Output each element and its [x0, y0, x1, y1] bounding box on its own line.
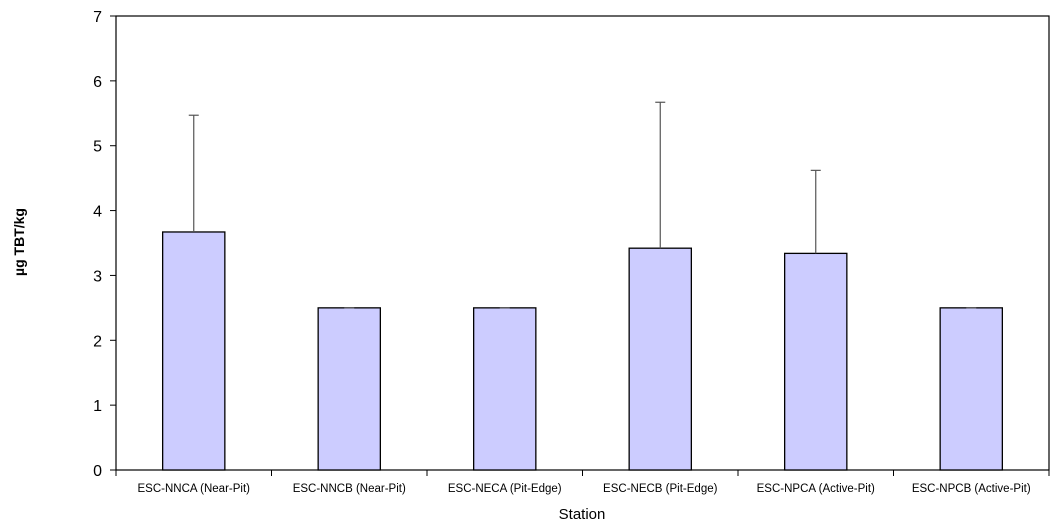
x-tick-label: ESC-NPCA (Active-Pit)	[757, 483, 875, 495]
y-tick-label: 7	[93, 9, 102, 26]
bar	[161, 231, 226, 471]
bar	[628, 247, 693, 471]
bar	[317, 307, 381, 471]
x-tick-label: ESC-NECB (Pit-Edge)	[603, 483, 718, 495]
y-tick-label: 0	[93, 463, 102, 480]
y-axis-title: µg TBT/kg	[11, 208, 27, 276]
y-tick-label: 4	[93, 204, 102, 221]
plot-frame	[115, 15, 1050, 471]
plot-layer: 0 1 2 3 4 5 6 7 ESC-NNCA (Near-Pit) ESC-NNCB (Nea…	[93, 9, 1050, 495]
bar	[939, 307, 1004, 471]
x-tick-label: ESC-NNCB (Near-Pit)	[293, 483, 406, 495]
x-tick-label: ESC-NNCA (Near-Pit)	[138, 483, 251, 495]
y-tick-label: 3	[93, 268, 102, 285]
y-tick-label: 2	[93, 333, 102, 350]
x-tick-label: ESC-NPCB (Active-Pit)	[912, 483, 1031, 495]
y-tick-label: 6	[93, 74, 102, 91]
y-tick-label: 5	[93, 139, 102, 156]
x-axis-title: Station	[559, 506, 606, 523]
x-tick-label: ESC-NECA (Pit-Edge)	[448, 483, 562, 495]
bar	[784, 252, 848, 471]
bar	[472, 307, 537, 471]
y-tick-label: 1	[93, 398, 102, 415]
